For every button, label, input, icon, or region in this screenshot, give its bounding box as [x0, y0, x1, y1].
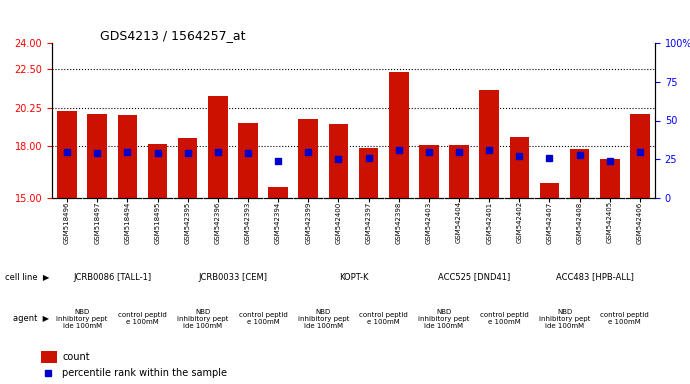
Text: GSM518496: GSM518496 — [64, 201, 70, 244]
Bar — [208, 96, 228, 198]
Bar — [88, 114, 107, 198]
Text: GSM542401: GSM542401 — [486, 201, 492, 243]
Text: NBD
inhibitory pept
ide 100mM: NBD inhibitory pept ide 100mM — [57, 308, 108, 328]
Text: GSM518497: GSM518497 — [95, 201, 100, 244]
Text: agent  ▶: agent ▶ — [13, 314, 50, 323]
Text: control peptid
e 100mM: control peptid e 100mM — [118, 312, 167, 325]
Text: control peptid
e 100mM: control peptid e 100mM — [480, 312, 529, 325]
Text: GSM542408: GSM542408 — [577, 201, 582, 243]
Text: cell line  ▶: cell line ▶ — [5, 273, 50, 281]
Text: ACC525 [DND41]: ACC525 [DND41] — [438, 273, 510, 281]
Bar — [178, 138, 197, 198]
Text: control peptid
e 100mM: control peptid e 100mM — [600, 312, 649, 325]
Text: control peptid
e 100mM: control peptid e 100mM — [359, 312, 408, 325]
Text: GSM542406: GSM542406 — [637, 201, 643, 243]
Text: GSM542404: GSM542404 — [456, 201, 462, 243]
Text: JCRB0086 [TALL-1]: JCRB0086 [TALL-1] — [73, 273, 151, 281]
Text: GSM518494: GSM518494 — [124, 201, 130, 243]
Text: GSM542400: GSM542400 — [335, 201, 342, 243]
Text: GSM542397: GSM542397 — [366, 201, 372, 243]
Text: JCRB0033 [CEM]: JCRB0033 [CEM] — [199, 273, 268, 281]
Text: GSM542405: GSM542405 — [607, 201, 613, 243]
Bar — [389, 72, 408, 198]
Bar — [268, 187, 288, 198]
Bar — [41, 351, 57, 363]
Bar — [540, 184, 560, 198]
Text: GSM542393: GSM542393 — [245, 201, 251, 243]
Text: control peptid
e 100mM: control peptid e 100mM — [239, 312, 288, 325]
Bar — [117, 115, 137, 198]
Bar — [509, 137, 529, 198]
Text: count: count — [62, 352, 90, 362]
Text: GSM542403: GSM542403 — [426, 201, 432, 243]
Bar — [148, 144, 167, 198]
Bar — [359, 148, 378, 198]
Bar — [238, 123, 258, 198]
Bar — [449, 145, 469, 198]
Text: GSM542394: GSM542394 — [275, 201, 281, 243]
Text: GSM542398: GSM542398 — [396, 201, 402, 243]
Text: NBD
inhibitory pept
ide 100mM: NBD inhibitory pept ide 100mM — [177, 308, 228, 328]
Bar — [480, 90, 499, 198]
Text: ACC483 [HPB-ALL]: ACC483 [HPB-ALL] — [555, 273, 633, 281]
Bar — [570, 149, 589, 198]
Text: KOPT-K: KOPT-K — [339, 273, 368, 281]
Text: GSM542402: GSM542402 — [516, 201, 522, 243]
Text: GSM518495: GSM518495 — [155, 201, 161, 243]
Bar — [600, 159, 620, 198]
Text: NBD
inhibitory pept
ide 100mM: NBD inhibitory pept ide 100mM — [297, 308, 349, 328]
Text: NBD
inhibitory pept
ide 100mM: NBD inhibitory pept ide 100mM — [418, 308, 470, 328]
Text: NBD
inhibitory pept
ide 100mM: NBD inhibitory pept ide 100mM — [539, 308, 590, 328]
Bar — [328, 124, 348, 198]
Text: GSM542399: GSM542399 — [305, 201, 311, 243]
Bar — [630, 114, 650, 198]
Text: GSM542395: GSM542395 — [185, 201, 190, 243]
Bar — [419, 145, 439, 198]
Text: GSM542407: GSM542407 — [546, 201, 553, 243]
Bar — [299, 119, 318, 198]
Text: GSM542396: GSM542396 — [215, 201, 221, 243]
Text: percentile rank within the sample: percentile rank within the sample — [62, 368, 227, 378]
Bar — [57, 111, 77, 198]
Text: GDS4213 / 1564257_at: GDS4213 / 1564257_at — [100, 29, 246, 42]
